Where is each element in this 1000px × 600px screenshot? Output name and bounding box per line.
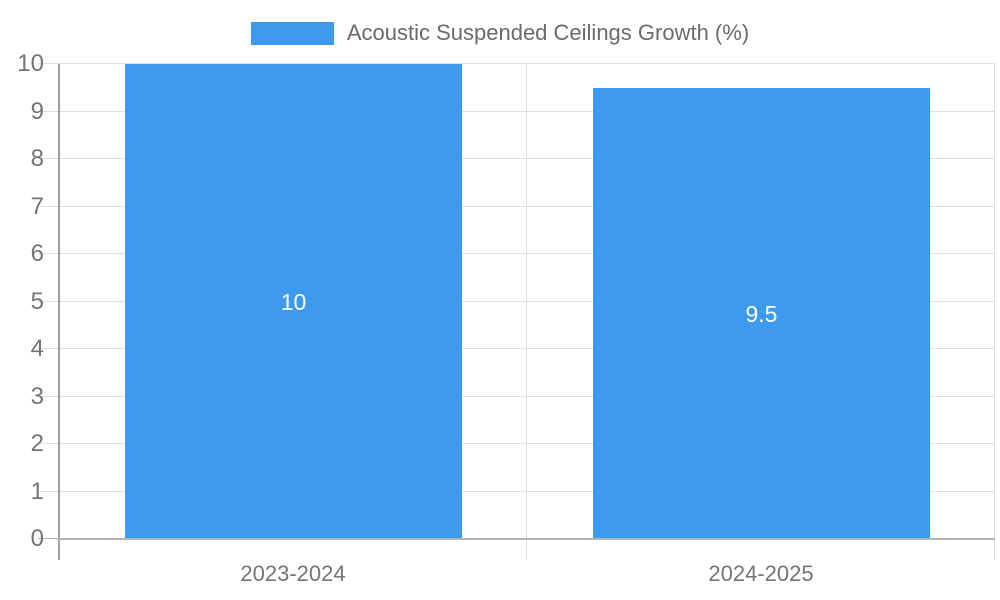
y-tick-label: 6 — [30, 240, 44, 267]
h-gridline — [59, 443, 995, 444]
h-gridline — [59, 253, 995, 254]
y-axis-tick — [38, 491, 59, 492]
y-tick-label: 7 — [30, 193, 44, 220]
legend: Acoustic Suspended Ceilings Growth (%) — [0, 18, 1000, 48]
h-gridline — [59, 206, 995, 207]
h-gridline — [59, 491, 995, 492]
h-gridline — [59, 396, 995, 397]
y-axis-tick — [38, 538, 59, 539]
y-axis-tick — [38, 443, 59, 444]
y-tick-label: 8 — [30, 145, 44, 172]
y-tick-label: 3 — [30, 383, 44, 410]
x-tick-label: 2024-2025 — [708, 561, 814, 586]
y-tick-label: 1 — [30, 478, 44, 505]
h-gridline — [59, 158, 995, 159]
bar-value-label: 10 — [280, 289, 307, 315]
y-tick-label: 5 — [30, 288, 44, 315]
h-gridline — [59, 301, 995, 302]
legend-swatch — [250, 21, 334, 45]
v-gridline — [526, 64, 527, 560]
y-axis-tick — [38, 301, 59, 302]
y-tick-label: 0 — [30, 525, 44, 552]
y-axis-tick — [38, 63, 59, 64]
y-axis-tick — [38, 206, 59, 207]
y-tick-label: 9 — [30, 98, 44, 125]
h-gridline — [59, 348, 995, 349]
y-axis-tick — [38, 348, 59, 349]
y-tick-label: 4 — [30, 335, 44, 362]
x-axis-line — [57, 538, 995, 540]
y-tick-label: 10 — [17, 50, 44, 77]
bar — [125, 64, 462, 539]
y-axis-tick — [38, 111, 59, 112]
h-gridline — [59, 63, 995, 64]
y-tick-label: 2 — [30, 430, 44, 457]
legend-label: Acoustic Suspended Ceilings Growth (%) — [346, 20, 750, 45]
y-axis-tick — [38, 253, 59, 254]
h-gridline — [59, 111, 995, 112]
v-gridline — [994, 64, 995, 560]
y-axis-line — [58, 64, 60, 560]
y-axis-tick — [38, 158, 59, 159]
bar-value-label: 9.5 — [745, 301, 778, 327]
bar — [593, 88, 930, 539]
y-axis-tick — [38, 396, 59, 397]
x-tick-label: 2023-2024 — [240, 561, 346, 586]
